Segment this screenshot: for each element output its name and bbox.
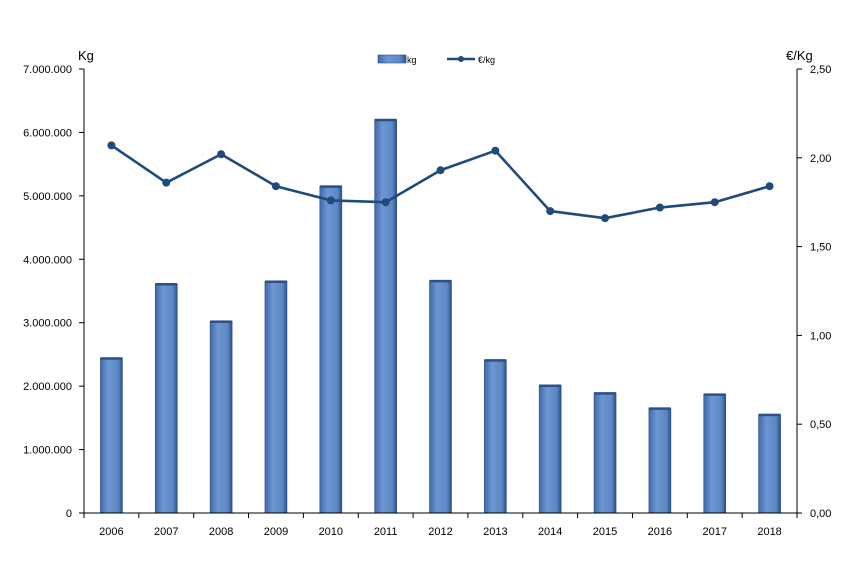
y-tick-label: 0 bbox=[66, 508, 72, 520]
x-tick-label: 2009 bbox=[264, 526, 288, 538]
x-tick-label: 2013 bbox=[483, 526, 507, 538]
bar-kg-2010 bbox=[319, 186, 343, 514]
legend-bar-swatch bbox=[377, 54, 407, 64]
point-eur-kg-2010 bbox=[326, 196, 335, 205]
line-eur-kg bbox=[110, 144, 770, 220]
point-eur-kg-2016 bbox=[655, 203, 664, 212]
point-eur-kg-2018 bbox=[765, 182, 774, 191]
bar-kg-2016 bbox=[648, 408, 672, 514]
point-eur-kg-2008 bbox=[217, 150, 226, 159]
bar-cap-2014 bbox=[539, 384, 562, 388]
bar-kg-2014 bbox=[538, 385, 562, 514]
point-eur-kg-2017 bbox=[710, 198, 719, 207]
bar-cap-2018 bbox=[758, 413, 781, 417]
x-tick-label: 2015 bbox=[593, 526, 617, 538]
point-eur-kg-2015 bbox=[601, 214, 610, 223]
bar-kg-2013 bbox=[484, 359, 507, 514]
x-tick-label: 2012 bbox=[428, 526, 452, 538]
plot-area: 0 1.000.000 2.000.000 3.000.000 4.000.000 5.0… bbox=[23, 64, 831, 538]
y-tick-label: 7.000.000 bbox=[23, 64, 72, 76]
x-tick-label: 2006 bbox=[99, 526, 123, 538]
point-eur-kg-2012 bbox=[436, 166, 445, 175]
y2-tick-label: 1,50 bbox=[810, 242, 831, 254]
bar-cap-2011 bbox=[374, 118, 397, 122]
point-eur-kg-2011 bbox=[381, 198, 390, 207]
legend: kg €/kg bbox=[377, 54, 495, 65]
x-tick-label: 2016 bbox=[648, 526, 672, 538]
x-tick-label: 2008 bbox=[209, 526, 233, 538]
x-tick-label: 2014 bbox=[538, 526, 562, 538]
point-eur-kg-2006 bbox=[107, 141, 116, 150]
bar-cap-2017 bbox=[703, 393, 726, 396]
bar-cap-2015 bbox=[594, 392, 617, 395]
y2-tick-label: 1,00 bbox=[810, 330, 831, 342]
y-tick-label: 1.000.000 bbox=[23, 445, 72, 457]
x-tick-label: 2007 bbox=[154, 526, 178, 538]
legend-line-marker bbox=[458, 56, 464, 62]
x-tick-label: 2017 bbox=[702, 526, 726, 538]
y-tick-label: 5.000.000 bbox=[23, 191, 72, 203]
bar-kg-2012 bbox=[429, 280, 452, 514]
bar-cap-2013 bbox=[484, 359, 507, 362]
legend-label-kg: kg bbox=[407, 55, 417, 65]
bar-cap-2010 bbox=[319, 185, 342, 188]
point-eur-kg-2014 bbox=[546, 207, 555, 216]
bar-kg-2011 bbox=[374, 119, 397, 514]
point-eur-kg-2013 bbox=[491, 146, 500, 155]
point-eur-kg-2009 bbox=[271, 182, 280, 191]
y-tick-label: 4.000.000 bbox=[23, 254, 72, 266]
bar-cap-2012 bbox=[429, 279, 452, 283]
bar-cap-2008 bbox=[210, 320, 233, 323]
x-tick-label: 2018 bbox=[757, 526, 781, 538]
bar-cap-2016 bbox=[648, 407, 671, 410]
bar-cap-2006 bbox=[100, 357, 123, 360]
bar-kg-2009 bbox=[264, 281, 288, 514]
bar-cap-2009 bbox=[264, 280, 287, 283]
x-tick-label: 2011 bbox=[374, 526, 398, 538]
point-eur-kg-2007 bbox=[162, 178, 171, 187]
y2-tick-label: 2,00 bbox=[810, 153, 831, 165]
y2-tick-label: 0,00 bbox=[810, 508, 831, 520]
y2-tick-label: 0,50 bbox=[810, 419, 831, 431]
y2-tick-label: 2,50 bbox=[810, 64, 831, 76]
legend-label-eur-kg: €/kg bbox=[478, 55, 495, 65]
y-axis-title: Kg bbox=[78, 48, 94, 63]
y2-axis-title: €/Kg bbox=[786, 48, 813, 63]
y-tick-label: 6.000.000 bbox=[23, 127, 72, 139]
bar-kg-2017 bbox=[703, 394, 727, 514]
y-tick-label: 3.000.000 bbox=[23, 318, 72, 330]
x-tick-label: 2010 bbox=[319, 526, 343, 538]
bar-kg-2008 bbox=[209, 321, 233, 514]
bar-kg-2006 bbox=[100, 357, 123, 514]
y-tick-label: 2.000.000 bbox=[23, 381, 72, 393]
bar-kg-2015 bbox=[593, 392, 617, 514]
bar-cap-2007 bbox=[155, 283, 178, 286]
bar-kg-2018 bbox=[758, 414, 781, 514]
bar-kg-2007 bbox=[154, 283, 178, 514]
